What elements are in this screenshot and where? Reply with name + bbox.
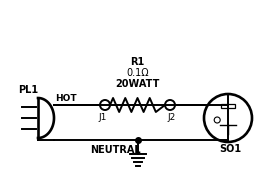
Circle shape	[165, 100, 175, 110]
Text: J2: J2	[168, 113, 176, 122]
Text: PL1: PL1	[18, 85, 38, 95]
Text: J1: J1	[99, 113, 107, 122]
Text: NEUTRAL: NEUTRAL	[90, 145, 141, 155]
Circle shape	[204, 94, 252, 142]
Text: HOT: HOT	[55, 94, 77, 103]
Circle shape	[100, 100, 110, 110]
Text: 0.1Ω: 0.1Ω	[126, 68, 149, 78]
Text: SO1: SO1	[219, 144, 241, 154]
Circle shape	[214, 117, 220, 123]
Text: 20WATT: 20WATT	[115, 79, 160, 89]
Bar	[221, 104, 235, 108]
Text: R1: R1	[130, 57, 145, 67]
